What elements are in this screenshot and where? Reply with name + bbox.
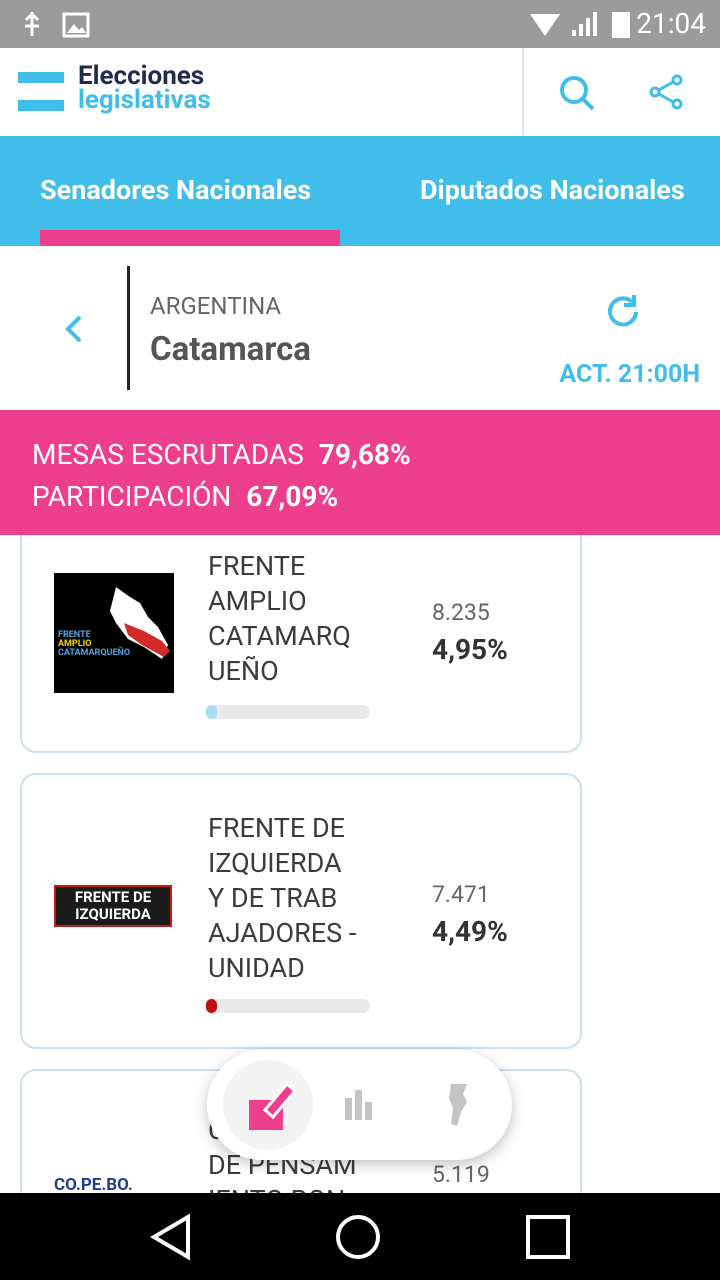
logo-map: [110, 587, 170, 659]
app-header: Elecciones legislativas: [0, 48, 720, 136]
location-panel: ARGENTINA Catamarca ACT. 21:00H: [0, 246, 720, 410]
search-button[interactable]: [558, 74, 598, 114]
map-button[interactable]: [443, 1082, 473, 1128]
stat-label: PARTICIPACIÓN: [32, 480, 232, 513]
text-line: IENTO BON: [208, 1183, 378, 1193]
update-time: ACT. 21:00H: [559, 360, 700, 389]
divider: [522, 48, 524, 136]
text-line: CATAMARQUEÑO: [58, 648, 131, 658]
text-line: FRENTE DE: [74, 888, 152, 906]
party-logo: FRENTE AMPLIO CATAMARQUEÑO: [54, 573, 174, 693]
tab[interactable]: Senadores Nacionales: [40, 174, 312, 206]
province: Catamarca: [150, 330, 311, 369]
divider: [127, 266, 130, 390]
text-line: IZQUIERDA: [208, 847, 342, 879]
text-line: Y DE TRAB: [208, 882, 338, 914]
text-line: IZQUIERDA: [75, 905, 151, 923]
stat-value: 67,09%: [246, 480, 339, 513]
tab-indicator: [40, 230, 340, 246]
refresh-button[interactable]: [604, 292, 644, 332]
progress-fill: [206, 999, 217, 1013]
text-line: FRENTE DE: [208, 812, 346, 844]
votes: 5.119: [432, 1161, 490, 1188]
recents-key[interactable]: [524, 1213, 572, 1261]
text-line: UNIDAD: [208, 952, 305, 984]
share-button[interactable]: [648, 74, 688, 114]
stat-line: MESAS ESCRUTADAS 79,68%: [32, 438, 411, 471]
floating-menu: [207, 1050, 512, 1160]
text-line: CATAMARQ: [208, 620, 351, 652]
brand-line2: legislativas: [78, 85, 211, 115]
tab[interactable]: Diputados Nacionales: [420, 174, 685, 206]
party-name: FRENTE DE IZQUIERDA Y DE TRAB AJADORES - UNI…: [208, 811, 378, 986]
text-line: FRENTE: [58, 630, 91, 640]
home-key[interactable]: [334, 1213, 382, 1261]
stats-band: MESAS ESCRUTADAS 79,68% PARTICIPACIÓN 67…: [0, 410, 720, 535]
progress-fill: [206, 705, 217, 719]
stat-line: PARTICIPACIÓN 67,09%: [32, 480, 338, 513]
party-logo: FRENTE DE IZQUIERDA: [54, 851, 174, 971]
signal-icons: [530, 12, 630, 38]
text-line: FRENTE: [208, 550, 306, 582]
back-key[interactable]: [148, 1213, 194, 1261]
text-line: UEÑO: [208, 655, 279, 687]
votes: 8.235: [432, 599, 490, 626]
party-card[interactable]: FRENTE DE IZQUIERDA FRENTE DE IZQUIERDA Y D…: [20, 773, 582, 1049]
progress-track: [206, 705, 370, 719]
progress-track: [206, 999, 370, 1013]
text-line: AMPLIO: [58, 639, 92, 649]
text-line: AMPLIO: [208, 585, 307, 617]
logo-text: FRENTE DE IZQUIERDA: [54, 885, 172, 927]
results-button[interactable]: [343, 1088, 375, 1122]
party-name: FRENTE AMPLIO CATAMARQ UEÑO: [208, 549, 378, 689]
back-button[interactable]: [62, 314, 86, 344]
party-card[interactable]: FRENTE AMPLIO CATAMARQUEÑO FRENTE AMPLIO CAT…: [20, 535, 582, 753]
stat-label: MESAS ESCRUTADAS: [32, 438, 304, 471]
country: ARGENTINA: [150, 292, 282, 320]
logo-text: FRENTE AMPLIO CATAMARQUEÑO: [58, 631, 130, 658]
clock: 21:04: [636, 7, 706, 40]
vote-button[interactable]: [245, 1080, 297, 1132]
status-icons: [24, 11, 90, 38]
text-line: AJADORES -: [208, 917, 357, 949]
brand-line1: Elecciones: [78, 61, 205, 91]
votes: 7.471: [432, 881, 490, 908]
percent: 4,49%: [432, 915, 508, 948]
percent: 4,95%: [432, 633, 508, 666]
tab-bar: Senadores Nacionales Diputados Nacionale…: [0, 136, 720, 246]
nav-bar: [0, 1193, 720, 1280]
status-bar: 21:04: [0, 0, 720, 48]
menu-logo[interactable]: [18, 72, 64, 112]
logo-text: CO.PE.BO.: [54, 1175, 133, 1193]
stat-value: 79,68%: [318, 438, 411, 471]
